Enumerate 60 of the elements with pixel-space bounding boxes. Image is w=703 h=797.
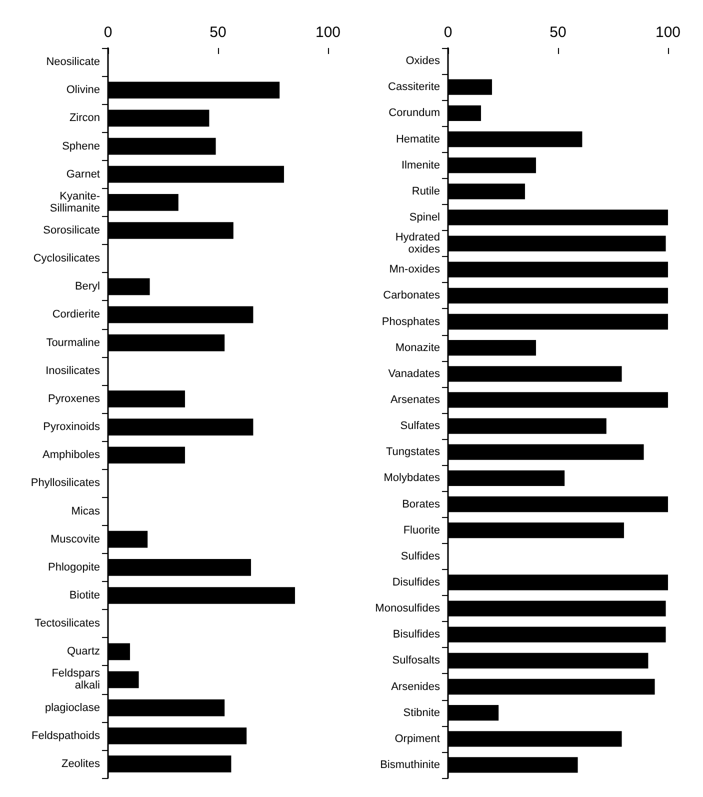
y-tick-label: Stibnite (403, 706, 440, 719)
y-tick-label: Sulfates (400, 420, 440, 432)
y-tick-label: Garnet (66, 168, 100, 180)
y-tick-label: Sorosilicate (43, 224, 100, 236)
y-tick-label: Monazite (395, 342, 440, 354)
y-tick-label: Cordierite (52, 308, 100, 321)
y-tick-label: Bisulfides (392, 628, 440, 641)
x-tick-label: 50 (210, 24, 226, 41)
y-tick-label: Inosilicates (46, 364, 100, 377)
y-tick-label: Amphiboles (42, 449, 100, 462)
y-tick-label: Orpiment (394, 732, 440, 745)
y-tick-label: Zircon (69, 112, 100, 124)
y-tick-label: Corundum (388, 107, 440, 120)
y-tick-label: Mn-oxides (389, 264, 440, 276)
y-tick-label: Molybdates (384, 472, 440, 484)
y-tick-label: Phosphates (382, 316, 440, 328)
y-tick-label: Cyclosilicates (33, 252, 100, 265)
x-tick-label: 100 (655, 24, 681, 41)
y-tick-label: Borates (402, 498, 440, 510)
y-tick-label: Beryl (74, 280, 100, 293)
y-tick-label: Hydrated oxides (395, 232, 440, 256)
y-tick-label: Monosulfides (375, 602, 440, 615)
y-tick-label: plagioclase (44, 702, 100, 714)
y-tick-label: Micas (71, 505, 100, 518)
x-tick-label: 50 (550, 24, 566, 41)
y-tick-label: Vanadates (388, 368, 440, 380)
y-tick-label: Oxides (406, 55, 440, 68)
y-tick-label: Ilmenite (401, 159, 440, 172)
y-tick-label: Tourmaline (46, 336, 100, 349)
x-tick-label: 100 (315, 24, 341, 41)
x-tick-label: 0 (444, 24, 452, 41)
y-tick-label: Pyroxenes (48, 392, 100, 405)
y-tick-label: Sphene (62, 140, 100, 152)
y-tick-label: Arsenides (391, 680, 440, 693)
y-tick-label: Olivine (66, 84, 100, 96)
y-tick-label: Disulfides (392, 576, 440, 588)
y-tick-label: Phlogopite (48, 561, 100, 574)
y-tick-label: Spinel (409, 211, 440, 224)
y-tick-label: Biotite (69, 590, 100, 602)
y-tick-label: Kyanite- Sillimanite (50, 190, 100, 214)
y-tick-label: Tungstates (386, 446, 440, 458)
y-tick-label: Fluorite (403, 524, 440, 536)
y-tick-label: Quartz (66, 646, 100, 658)
y-tick-label: Muscovite (50, 533, 100, 546)
y-tick-label: Feldspathoids (32, 730, 100, 742)
y-tick-label: Sulfides (400, 550, 440, 562)
x-tick-label: 0 (104, 24, 112, 41)
y-tick-label: Rutile (412, 185, 440, 198)
y-tick-label: Cassiterite (388, 81, 440, 94)
y-tick-label: Neosilicate (46, 56, 100, 68)
y-tick-label: Carbonates (383, 290, 440, 302)
y-tick-label: Sulfosalts (392, 654, 440, 667)
y-tick-label: Pyroxinoids (43, 421, 100, 434)
y-tick-label: Bismuthinite (380, 758, 440, 771)
y-tick-label: Zeolites (61, 758, 100, 770)
y-tick-label: Hematite (396, 133, 440, 146)
y-tick-label: Arsenates (390, 394, 440, 406)
y-tick-label: Feldspars alkali (52, 668, 100, 692)
y-tick-label: Phyllosilicates (30, 477, 100, 490)
y-tick-label: Tectosilicates (34, 618, 100, 630)
